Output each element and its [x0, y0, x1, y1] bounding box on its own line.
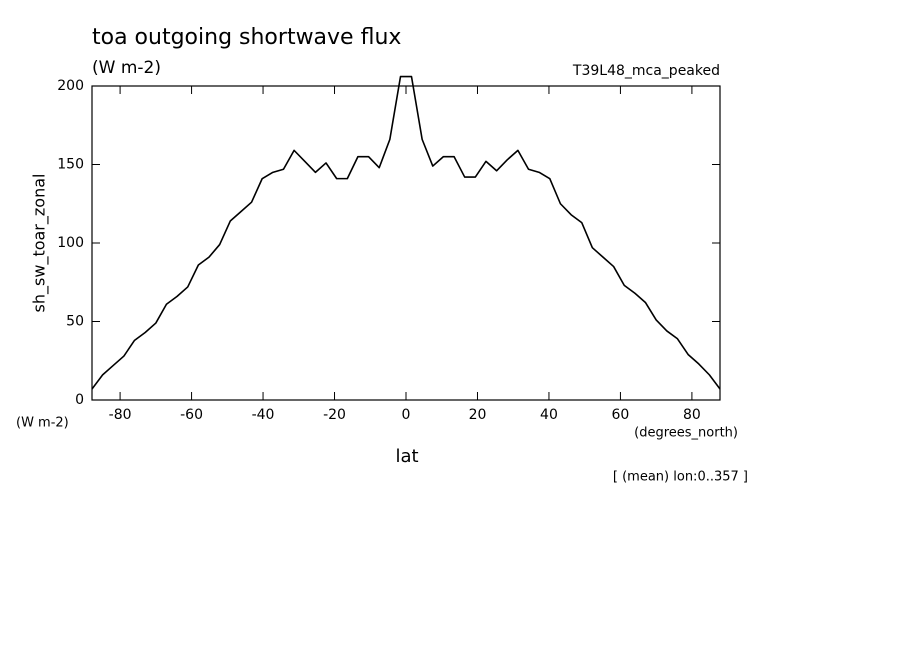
- x-tick-label: 40: [540, 407, 558, 423]
- y-axis-label: sh_sw_toar_zonal: [30, 174, 50, 313]
- y-tick-label: 50: [66, 314, 84, 330]
- x-units: (degrees_north): [634, 426, 738, 441]
- units: (W m-2): [92, 58, 161, 78]
- x-tick-label: 0: [402, 407, 411, 423]
- x-tick-label: -20: [323, 407, 346, 423]
- y-tick-label: 200: [57, 78, 84, 94]
- x-tick-label: -60: [180, 407, 203, 423]
- plot-frame: [91, 85, 721, 401]
- y-tick-label: 100: [57, 235, 84, 251]
- x-tick-label: 80: [683, 407, 701, 423]
- x-tick-label: -80: [109, 407, 132, 423]
- chart-title: toa outgoing shortwave flux: [92, 25, 401, 50]
- x-tick-label: -40: [252, 407, 275, 423]
- x-tick-label: 60: [612, 407, 630, 423]
- y-units: (W m-2): [16, 416, 69, 431]
- x-tick-label: 20: [469, 407, 487, 423]
- data-line: [91, 75, 721, 390]
- y-tick-label: 150: [57, 157, 84, 173]
- y-tick-label: 0: [75, 392, 84, 408]
- x-axis-label: lat: [395, 446, 418, 467]
- dataset-label: T39L48_mca_peaked: [572, 63, 720, 79]
- note: [ (mean) lon:0..357 ]: [613, 470, 748, 485]
